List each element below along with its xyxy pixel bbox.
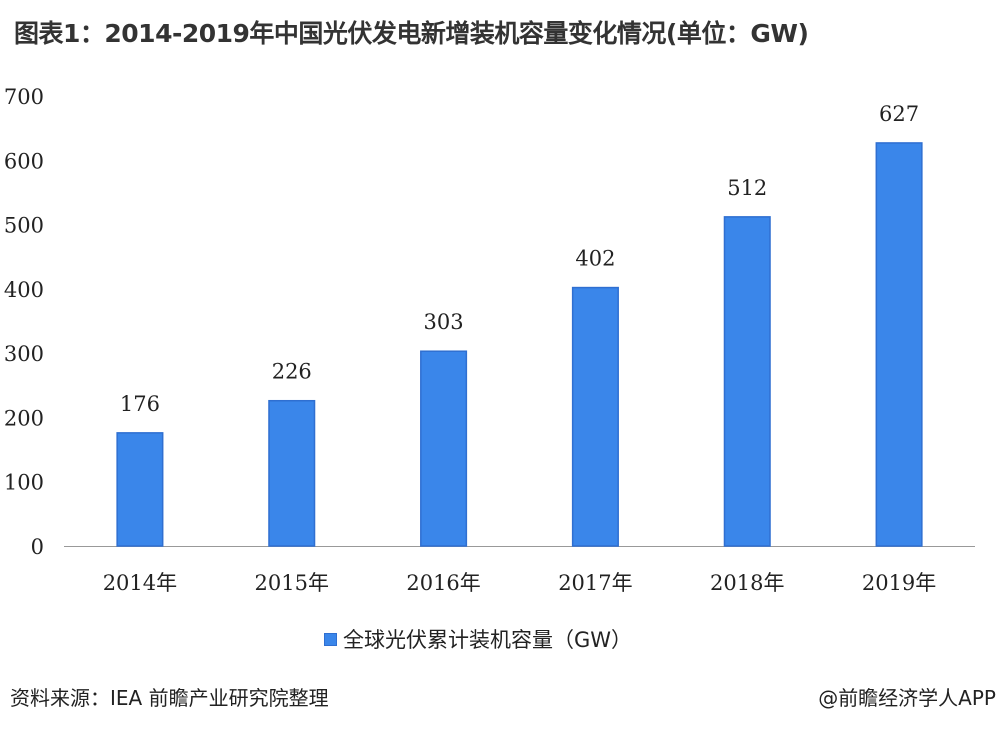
credit-note: @前瞻经济学人APP bbox=[818, 686, 996, 710]
y-tick-label: 300 bbox=[4, 342, 44, 366]
y-tick-label: 100 bbox=[4, 471, 44, 495]
data-label: 226 bbox=[272, 360, 312, 384]
y-tick-label: 0 bbox=[31, 535, 44, 559]
bar bbox=[571, 286, 619, 547]
bar bbox=[116, 432, 164, 547]
bar bbox=[723, 216, 771, 547]
source-note: 资料来源：IEA 前瞻产业研究院整理 bbox=[10, 686, 329, 710]
chart-title: 图表1：2014-2019年中国光伏发电新增装机容量变化情况(单位：GW) bbox=[14, 19, 809, 48]
y-tick-label: 600 bbox=[4, 149, 44, 173]
data-label: 176 bbox=[120, 392, 160, 416]
data-label: 512 bbox=[727, 176, 767, 200]
y-tick-label: 700 bbox=[4, 85, 44, 109]
x-tick-label: 2014年 bbox=[103, 571, 177, 595]
x-tick-label: 2019年 bbox=[862, 571, 936, 595]
data-label: 402 bbox=[575, 247, 615, 271]
x-tick-label: 2015年 bbox=[255, 571, 329, 595]
legend-label: 全球光伏累计装机容量（GW） bbox=[343, 628, 633, 652]
x-tick-label: 2017年 bbox=[558, 571, 632, 595]
data-label: 303 bbox=[424, 310, 464, 334]
bar bbox=[268, 399, 316, 547]
y-tick-label: 500 bbox=[4, 214, 44, 238]
bar bbox=[420, 350, 468, 547]
x-tick-label: 2016年 bbox=[406, 571, 480, 595]
y-tick-label: 400 bbox=[4, 278, 44, 302]
legend-swatch bbox=[324, 632, 337, 646]
x-tick-label: 2018年 bbox=[710, 571, 784, 595]
y-tick-label: 200 bbox=[4, 406, 44, 430]
data-label: 627 bbox=[879, 102, 919, 126]
legend: 全球光伏累计装机容量（GW） bbox=[324, 624, 632, 654]
bar bbox=[875, 142, 923, 547]
